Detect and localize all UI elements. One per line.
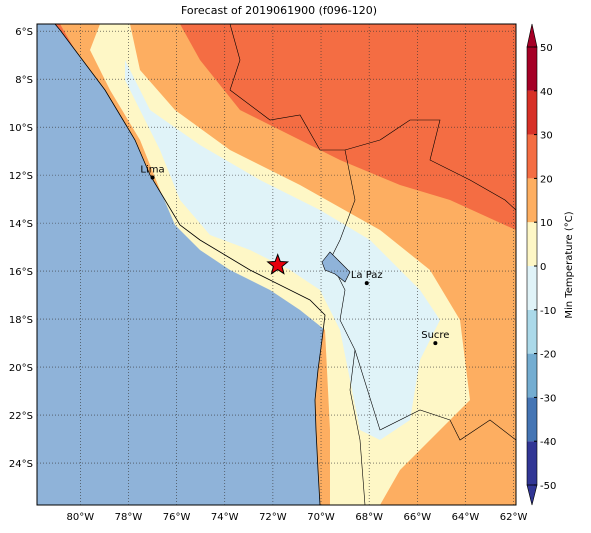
y-tick-label: 20°S [9, 363, 33, 374]
colorbar-band [527, 397, 537, 442]
x-tick-label: 64°W [452, 512, 480, 523]
city-label: La Paz [351, 270, 383, 281]
map-frame [36, 23, 517, 506]
border [344, 119, 516, 211]
colorbar-tick-label: -30 [540, 393, 556, 404]
colorbar-band [527, 353, 537, 398]
x-tick-label: 62°W [500, 512, 528, 523]
colorbar-tick-label: 30 [540, 131, 553, 142]
colorbar-extend [526, 23, 538, 48]
colorbar-band [527, 178, 537, 223]
colorbar-tick-label: -40 [540, 437, 556, 448]
y-tick-label: 18°S [9, 315, 33, 326]
y-tick-label: 16°S [9, 267, 33, 278]
colorbar-band [527, 441, 537, 485]
x-tick-label: 66°W [403, 512, 431, 523]
colorbar-tick-label: -50 [540, 481, 556, 492]
map-title: Forecast of 2019061900 (f096-120) [181, 4, 377, 17]
colorbar-tick-label: 0 [540, 262, 546, 273]
colorbar-band [527, 47, 537, 91]
city-marker [150, 175, 155, 180]
colorbar-band [527, 309, 537, 354]
x-tick-label: 70°W [307, 512, 335, 523]
colorbar-label: Min Temperature (°C) [564, 211, 575, 318]
border [229, 24, 366, 505]
y-tick-label: 14°S [9, 219, 33, 230]
city-marker [364, 281, 369, 286]
city-label: Sucre [421, 330, 449, 341]
y-tick-label: 8°S [15, 75, 33, 86]
x-tick-label: 76°W [163, 512, 191, 523]
colorbar-extend [526, 484, 538, 506]
y-tick-label: 24°S [9, 459, 33, 470]
colorbar-tick-label: 20 [540, 174, 553, 185]
x-tick-label: 78°W [115, 512, 143, 523]
y-tick-label: 10°S [9, 123, 33, 134]
colorbar-tick-label: 50 [540, 43, 553, 54]
border [354, 349, 516, 441]
colorbar-tick-label: 10 [540, 218, 553, 229]
lake-titicaca [321, 251, 351, 283]
forecast-star [266, 253, 290, 275]
x-tick-label: 68°W [355, 512, 383, 523]
coastline [54, 24, 326, 505]
y-tick-label: 22°S [9, 411, 33, 422]
x-tick-label: 80°W [67, 512, 95, 523]
colorbar-band [527, 222, 537, 266]
colorbar-band [527, 134, 537, 179]
temp-band [125, 60, 440, 440]
colorbar-tick-label: -20 [540, 350, 556, 361]
x-tick-label: 72°W [259, 512, 287, 523]
colorbar-band [527, 266, 537, 310]
colorbar-tick-label: -10 [540, 306, 556, 317]
y-tick-label: 12°S [9, 171, 33, 182]
city-label: Lima [140, 165, 164, 176]
x-tick-label: 74°W [211, 512, 239, 523]
city-marker [433, 341, 438, 346]
colorbar-band [527, 90, 537, 135]
colorbar-tick-label: 40 [540, 87, 553, 98]
y-tick-label: 6°S [15, 27, 33, 38]
